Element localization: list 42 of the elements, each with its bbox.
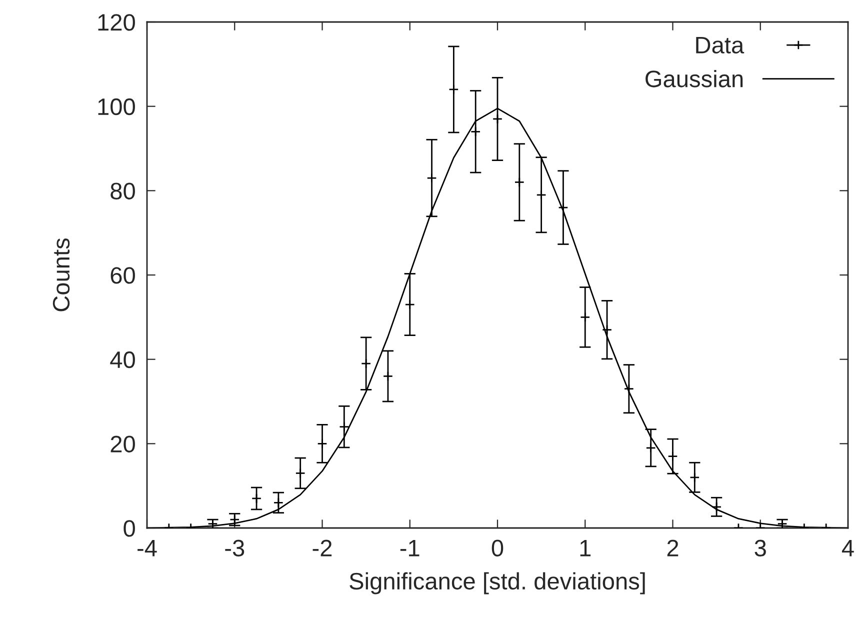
point (360, 358, 372, 369)
y-tick-label: 120 (98, 14, 135, 31)
legend-label: Gaussian (646, 70, 743, 88)
point (624, 384, 634, 394)
point (492, 114, 503, 124)
point (470, 126, 481, 137)
point (448, 84, 459, 95)
y-tick-label: 40 (110, 351, 135, 368)
y-axis-title: Counts (52, 238, 70, 312)
y-tick-label: 20 (110, 436, 135, 452)
y-tick-label: 100 (98, 98, 135, 116)
x-tick-label: -3 (225, 540, 244, 556)
point (317, 438, 328, 449)
y-tick-label: 80 (110, 182, 135, 200)
point (558, 202, 568, 213)
point (426, 172, 437, 184)
point (273, 498, 284, 508)
x-tick-label: 0 (492, 540, 504, 556)
x-tick-label: 4 (842, 540, 854, 556)
point (251, 493, 262, 504)
point (690, 472, 700, 482)
x-axis-title: Significance [std. deviations] (350, 572, 645, 594)
point (382, 371, 394, 382)
point (295, 468, 306, 478)
x-tick-label: -4 (138, 540, 157, 556)
legend-label: Data (696, 37, 744, 54)
point (404, 299, 415, 310)
x-tick-label: -1 (400, 540, 420, 556)
point (646, 442, 656, 453)
x-tick-label: 3 (754, 540, 766, 556)
point (339, 422, 350, 432)
x-tick-label: -2 (312, 540, 332, 556)
point (668, 451, 678, 462)
x-tick-label: 1 (580, 540, 591, 556)
y-tick-label: 60 (110, 267, 135, 284)
x-tick-label: 2 (667, 540, 678, 556)
point (514, 177, 524, 188)
point (580, 312, 590, 322)
y-tick-label: 0 (124, 520, 135, 537)
point (711, 502, 722, 512)
point (602, 324, 612, 335)
point (536, 190, 546, 200)
